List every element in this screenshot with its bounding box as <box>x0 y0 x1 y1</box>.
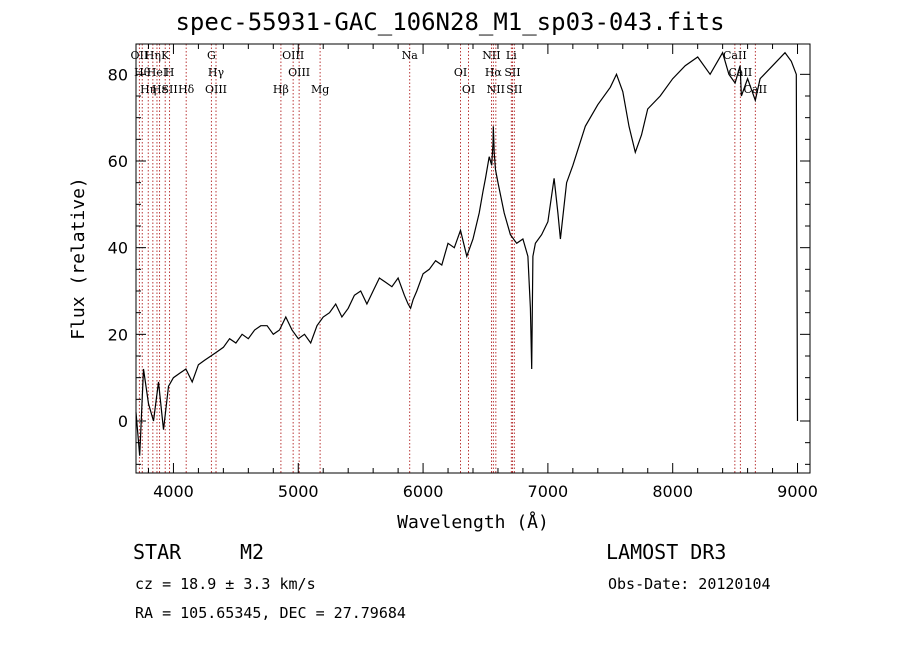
survey-name: LAMOST DR3 <box>606 540 727 564</box>
spectrum-series-line <box>135 51 799 456</box>
y-tick-label: 20 <box>108 325 128 344</box>
line-marker-label: Hη <box>140 83 156 96</box>
line-marker-label: OIII <box>205 83 227 96</box>
x-tick-label: 7000 <box>528 482 569 501</box>
y-tick-label: 80 <box>108 65 128 84</box>
x-tick-label: 4000 <box>153 482 194 501</box>
line-marker-label: Mg <box>311 83 329 96</box>
line-marker-label: OI <box>454 66 467 79</box>
line-marker-label: Hα <box>485 66 503 79</box>
y-tick-label: 0 <box>118 412 128 431</box>
line-marker-label: OII <box>131 49 149 62</box>
plot-frame <box>135 43 811 474</box>
x-tick-label: 6000 <box>403 482 444 501</box>
line-marker-label: OIII <box>282 49 304 62</box>
y-tick-label: 60 <box>108 152 128 171</box>
line-marker-label: Hδ <box>178 83 195 96</box>
object-class: STAR <box>133 540 182 564</box>
line-marker-label: SII <box>506 83 522 96</box>
axis-ticks: 4000 5000 6000 7000 8000 9000 0 20 40 60 80 <box>108 44 818 501</box>
spectral-line-markers <box>138 44 756 473</box>
y-axis-label: Flux (relative) <box>68 177 89 340</box>
x-tick-label: 8000 <box>652 482 693 501</box>
chart-title: spec-55931-GAC_106N28_M1_sp03-043.fits <box>175 8 725 36</box>
line-marker-label: Hε <box>152 83 168 96</box>
x-tick-label: 9000 <box>777 482 818 501</box>
object-subclass: M2 <box>240 540 265 564</box>
line-marker-label: Hη <box>145 49 161 62</box>
line-marker-label: OI <box>462 83 475 96</box>
line-marker-label: K <box>161 49 170 62</box>
line-marker-label: SII <box>504 66 520 79</box>
line-marker-label: HeI <box>147 66 167 79</box>
line-marker-label: G <box>207 49 216 62</box>
line-marker-label: Hθ <box>134 66 151 79</box>
line-marker-label: H <box>165 66 175 79</box>
y-tick-label: 40 <box>108 239 128 258</box>
line-marker-label: CaII <box>743 83 767 96</box>
x-axis-label: Wavelength (Å) <box>397 511 549 533</box>
line-marker-label: Li <box>506 49 517 62</box>
line-marker-label: Na <box>402 49 419 62</box>
line-marker-label: CaII <box>723 49 747 62</box>
line-marker-label: NII <box>482 49 500 62</box>
coordinates: RA = 105.65345, DEC = 27.79684 <box>135 604 406 622</box>
redshift-cz: cz = 18.9 ± 3.3 km/s <box>135 575 316 593</box>
line-marker-label: Hβ <box>273 83 289 96</box>
obs-date: Obs-Date: 20120104 <box>608 575 771 593</box>
line-marker-label: SII <box>161 83 177 96</box>
line-marker-label: NII <box>487 83 505 96</box>
line-marker-label: OIII <box>288 66 310 79</box>
line-marker-label: Hγ <box>208 66 225 79</box>
x-tick-label: 5000 <box>278 482 319 501</box>
